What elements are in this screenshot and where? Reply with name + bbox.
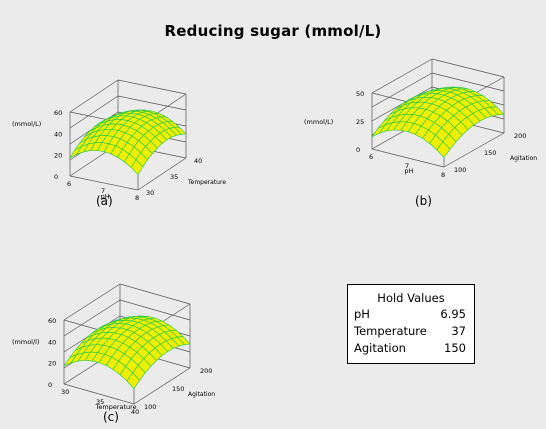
box-edge [372, 59, 432, 93]
hold-row-ph: pH 6.95 [354, 307, 468, 323]
z-tick-label: 60 [48, 317, 56, 325]
hold-values-title: Hold Values [348, 291, 474, 305]
x-tick-label: 8 [135, 194, 139, 202]
hold-row-temperature: Temperature 37 [354, 324, 468, 340]
hold-values-box: Hold Values pH 6.95 Temperature 37 Agita… [347, 284, 475, 364]
x-axis-label: pH [404, 167, 413, 175]
hold-row-label: Agitation [354, 341, 406, 355]
y-tick-label: 150 [484, 149, 496, 157]
x-tick-label: 6 [369, 153, 373, 161]
z-tick-label: 25 [356, 118, 364, 126]
y-axis-label: Agitation [188, 391, 215, 398]
hold-row-value: 150 [444, 341, 466, 355]
y-tick-label: 100 [454, 166, 466, 174]
panel-label-c: (c) [103, 410, 119, 424]
box-edge [120, 284, 190, 304]
y-tick-label: 100 [144, 403, 156, 411]
y-tick-label: 40 [194, 157, 202, 165]
z-tick-label: 60 [54, 109, 62, 117]
y-axis-label: Agitation [510, 155, 537, 162]
y-tick-label: 30 [146, 189, 154, 197]
z-axis-label: (mmol/l) [12, 338, 40, 346]
y-axis-label: Temperature [187, 179, 226, 186]
y-tick-label: 35 [170, 173, 178, 181]
y-tick-label: 200 [200, 367, 212, 375]
box-edge [432, 59, 504, 77]
x-tick-label: 8 [441, 171, 445, 179]
z-tick-label: 0 [356, 146, 360, 154]
panel-label-a: (a) [96, 194, 113, 208]
wall-gridline [118, 96, 186, 110]
x-tick-label: 6 [67, 180, 71, 188]
hold-row-agitation: Agitation 150 [354, 341, 468, 357]
z-tick-label: 40 [54, 130, 62, 138]
hold-row-value: 37 [451, 324, 466, 338]
z-tick-label: 40 [48, 338, 56, 346]
z-axis-label: (mmol/L) [12, 120, 41, 128]
surface-mesh-a [70, 110, 186, 175]
z-tick-label: 50 [356, 90, 364, 98]
hold-row-label: Temperature [354, 324, 427, 338]
box-edge [70, 80, 118, 112]
x-tick-label: 30 [61, 388, 69, 396]
box-edge [118, 80, 186, 94]
box-edge [64, 284, 120, 320]
z-tick-label: 0 [54, 173, 58, 181]
z-tick-label: 0 [48, 381, 52, 389]
y-tick-label: 150 [172, 385, 184, 393]
z-axis-label: (mmol/L) [304, 118, 333, 126]
hold-row-value: 6.95 [440, 307, 466, 321]
surface-mesh-c [64, 316, 190, 389]
panel-label-b: (b) [415, 194, 432, 208]
hold-row-label: pH [354, 307, 370, 321]
z-tick-label: 20 [54, 152, 62, 160]
page-title: Reducing sugar (mmol/L) [0, 22, 546, 40]
z-tick-label: 20 [48, 360, 56, 368]
y-tick-label: 200 [514, 132, 526, 140]
